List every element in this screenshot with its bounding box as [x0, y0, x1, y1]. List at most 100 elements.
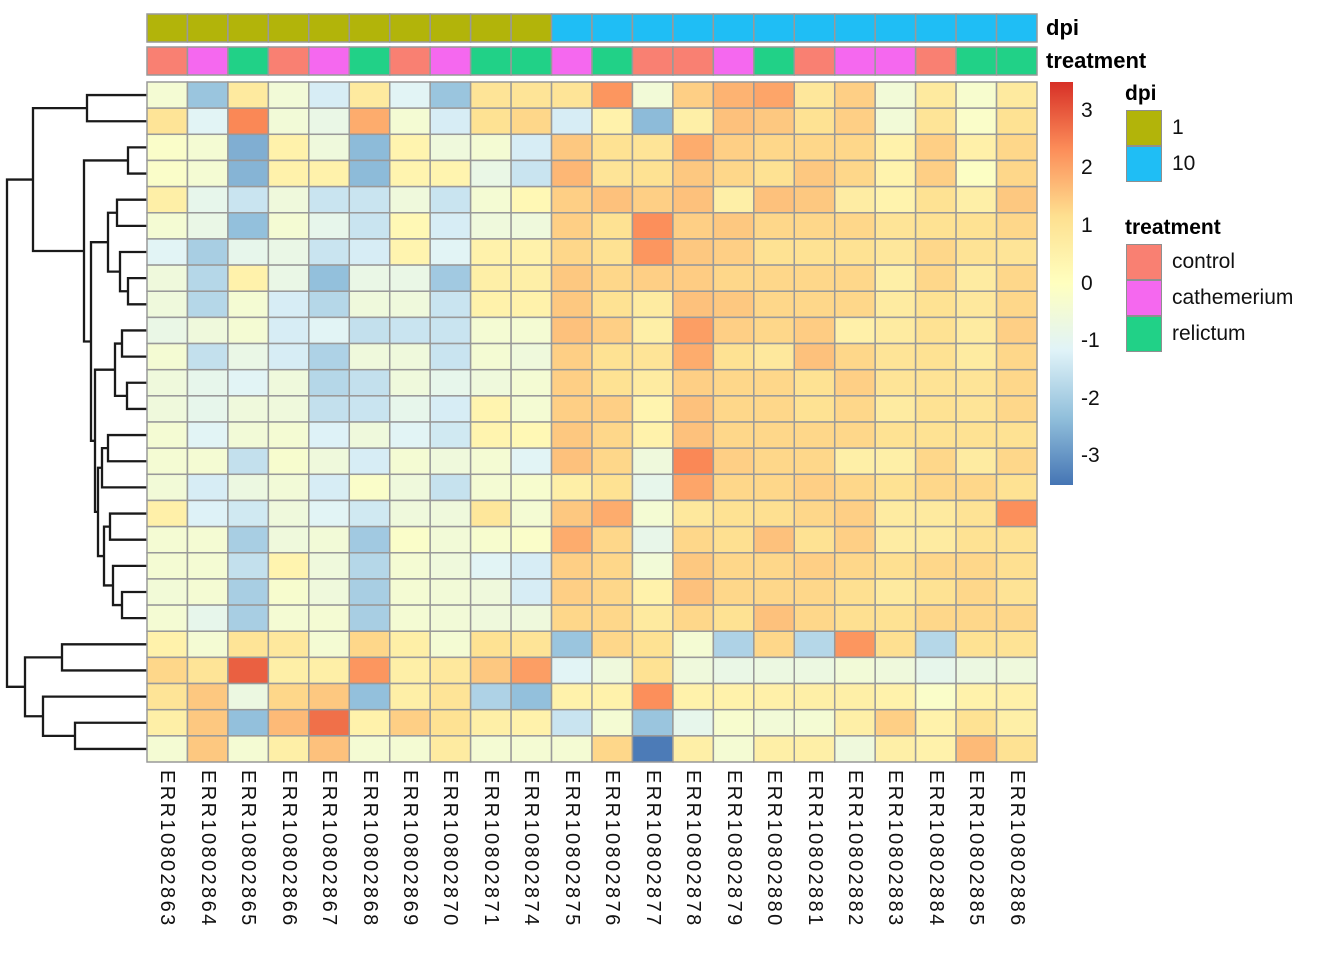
- heatmap-cell: [348, 578, 391, 606]
- heatmap-cell: [469, 107, 512, 136]
- heatmap-cell: [267, 578, 310, 606]
- heatmap-cell: [753, 159, 796, 188]
- heatmap-cell: [348, 499, 391, 528]
- heatmap-cell: [227, 473, 270, 502]
- heatmap-cell: [753, 81, 796, 109]
- heatmap-cell: [388, 395, 431, 423]
- treatment-annotation-cell: [712, 46, 755, 76]
- heatmap-cell: [914, 473, 957, 502]
- heatmap-cell: [672, 552, 715, 580]
- heatmap-cell: [672, 447, 715, 476]
- column-label: ERR10802877: [641, 770, 664, 928]
- heatmap-cell: [186, 368, 229, 397]
- heatmap-cell: [914, 290, 957, 319]
- heatmap-cell: [469, 735, 512, 763]
- heatmap-cell: [146, 473, 189, 502]
- dpi-annotation-cell: [793, 13, 836, 43]
- heatmap-cell: [753, 107, 796, 136]
- heatmap-cell: [510, 316, 553, 345]
- heatmap-cell: [793, 212, 836, 240]
- heatmap-cell: [550, 578, 593, 606]
- heatmap-cell: [955, 656, 998, 685]
- heatmap-cell: [995, 264, 1038, 292]
- heatmap-cell: [227, 290, 270, 319]
- heatmap-cell: [308, 630, 351, 659]
- heatmap-cell: [186, 342, 229, 371]
- heatmap-cell: [308, 395, 351, 423]
- heatmap-cell: [631, 81, 674, 109]
- heatmap-cell: [995, 395, 1038, 423]
- heatmap-cell: [995, 656, 1038, 685]
- heatmap-cell: [874, 212, 917, 240]
- heatmap-cell: [914, 604, 957, 632]
- heatmap-cell: [591, 421, 634, 449]
- heatmap-cell: [308, 316, 351, 345]
- heatmap-cell: [388, 212, 431, 240]
- heatmap-cell: [348, 447, 391, 476]
- heatmap-cell: [510, 133, 553, 162]
- heatmap-cell: [591, 656, 634, 685]
- heatmap-cell: [793, 552, 836, 580]
- heatmap-cell: [308, 264, 351, 292]
- heatmap-cell: [995, 630, 1038, 659]
- heatmap-cell: [874, 525, 917, 554]
- heatmap-cell: [388, 342, 431, 371]
- heatmap-cell: [348, 682, 391, 711]
- heatmap-cell: [267, 604, 310, 632]
- heatmap-cell: [712, 604, 755, 632]
- heatmap-cell: [833, 185, 876, 214]
- heatmap-cell: [995, 290, 1038, 319]
- heatmap-cell: [510, 552, 553, 580]
- heatmap-cell: [186, 604, 229, 632]
- heatmap-cell: [712, 499, 755, 528]
- heatmap-cell: [267, 395, 310, 423]
- heatmap-cell: [793, 159, 836, 188]
- heatmap-cell: [631, 212, 674, 240]
- heatmap-cell: [591, 290, 634, 319]
- heatmap-cell: [712, 316, 755, 345]
- heatmap-cell: [995, 735, 1038, 763]
- heatmap-cell: [672, 499, 715, 528]
- heatmap-cell: [510, 447, 553, 476]
- heatmap-cell: [186, 656, 229, 685]
- heatmap-cell: [753, 133, 796, 162]
- heatmap-cell: [874, 342, 917, 371]
- heatmap-cell: [388, 133, 431, 162]
- heatmap-cell: [186, 473, 229, 502]
- heatmap-cell: [712, 735, 755, 763]
- heatmap-cell: [631, 447, 674, 476]
- heatmap-cell: [833, 133, 876, 162]
- heatmap-cell: [550, 107, 593, 136]
- heatmap-cell: [267, 342, 310, 371]
- heatmap-cell: [833, 212, 876, 240]
- heatmap-cell: [672, 316, 715, 345]
- heatmap-cell: [833, 159, 876, 188]
- heatmap-cell: [753, 368, 796, 397]
- heatmap-cell: [267, 290, 310, 319]
- heatmap-cell: [186, 395, 229, 423]
- heatmap-cell: [429, 682, 472, 711]
- heatmap-cell: [186, 159, 229, 188]
- heatmap-cell: [348, 185, 391, 214]
- heatmap-cell: [672, 656, 715, 685]
- heatmap-cell: [591, 630, 634, 659]
- heatmap-cell: [712, 212, 755, 240]
- heatmap-cell: [833, 316, 876, 345]
- heatmap-cell: [348, 212, 391, 240]
- heatmap-cell: [510, 525, 553, 554]
- heatmap-cell: [186, 708, 229, 737]
- heatmap-cell: [712, 525, 755, 554]
- heatmap-cell: [469, 682, 512, 711]
- heatmap-cell: [955, 316, 998, 345]
- heatmap-cell: [388, 368, 431, 397]
- dpi-track-label: dpi: [1046, 15, 1079, 40]
- heatmap-cell: [308, 133, 351, 162]
- dpi-annotation-cell: [146, 13, 189, 43]
- heatmap-cell: [712, 421, 755, 449]
- heatmap-cell: [550, 159, 593, 188]
- heatmap-cell: [227, 185, 270, 214]
- heatmap-cell: [348, 525, 391, 554]
- heatmap-cell: [550, 630, 593, 659]
- heatmap-cell: [914, 682, 957, 711]
- heatmap-cell: [308, 342, 351, 371]
